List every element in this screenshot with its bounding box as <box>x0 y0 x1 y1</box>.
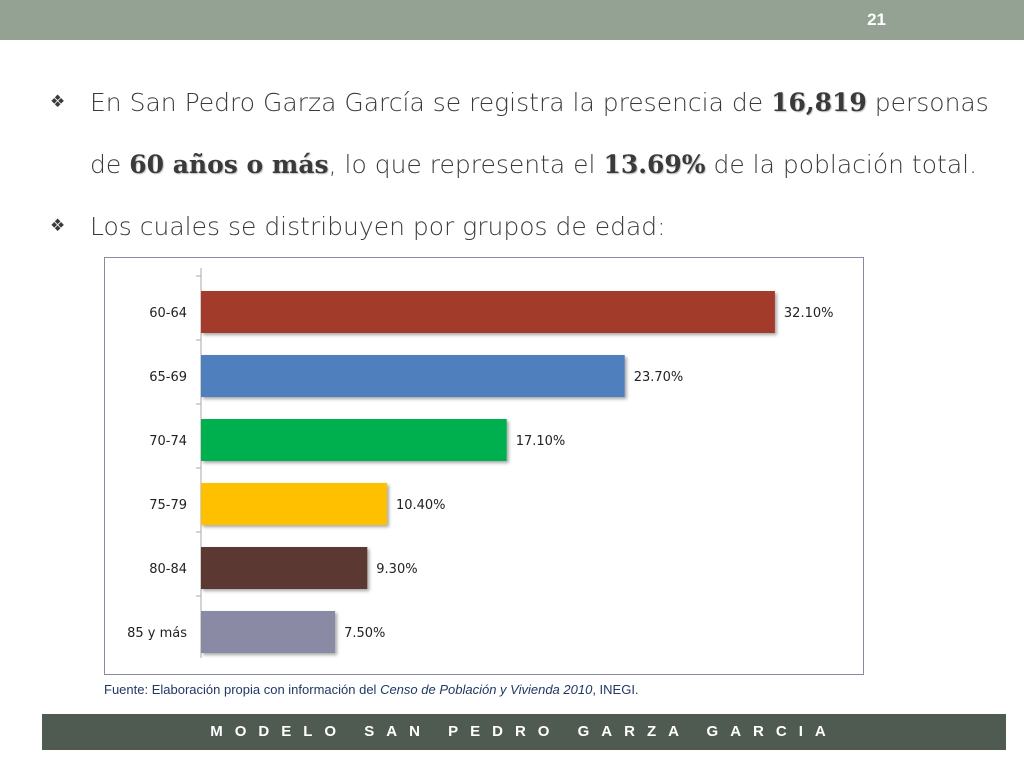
bullet-1-text-e: de la población total. <box>705 150 978 179</box>
bullet-1-text-a: En San Pedro Garza García se registra la… <box>90 88 772 117</box>
bullet-1-line-2: de 60 años o más, lo que representa el 1… <box>90 150 977 179</box>
bullet-1-text-d: , lo que representa el <box>328 150 604 179</box>
diamond-bullet-icon: ❖ <box>50 216 66 236</box>
source-prefix: Fuente: Elaboración propia con informaci… <box>104 682 381 697</box>
category-label: 85 y más <box>127 626 187 641</box>
top-bar: 21 <box>0 0 1024 40</box>
value-label: 10.40% <box>396 498 446 513</box>
source-suffix: , INEGI. <box>592 682 639 697</box>
category-label: 80-84 <box>149 562 187 577</box>
value-label: 32.10% <box>784 306 834 321</box>
age-group-chart: 60-64 32.10% 65-69 23.70% 70-74 17.10% 75-79 10… <box>104 257 864 675</box>
bar-65-69 <box>201 355 625 397</box>
bullet-1-count: 16,819 <box>771 88 867 117</box>
source-title: Censo de Población y Vivienda 2010 <box>380 682 593 697</box>
bar-chart-svg: 60-64 32.10% 65-69 23.70% 70-74 17.10% 75-79 10… <box>127 268 834 658</box>
category-label: 65-69 <box>149 370 187 385</box>
bar-60-64 <box>201 291 775 333</box>
category-label: 60-64 <box>149 306 187 321</box>
value-label: 17.10% <box>516 434 566 449</box>
bar-75-79 <box>201 483 387 525</box>
bar-80-84 <box>201 547 368 589</box>
bar-70-74 <box>201 419 507 461</box>
value-label: 23.70% <box>634 370 684 385</box>
bar-85-y-más <box>201 611 336 653</box>
diamond-bullet-icon: ❖ <box>50 92 66 112</box>
footer-bar: MODELO SAN PEDRO GARZA GARCIA <box>42 714 1006 750</box>
bullet-1-age-group: 60 años o más <box>129 150 329 179</box>
bullet-1-percent: 13.69% <box>603 150 706 179</box>
category-label: 75-79 <box>149 498 187 513</box>
slide-number: 21 <box>867 10 886 29</box>
bullet-1-line-1: En San Pedro Garza García se registra la… <box>90 88 989 117</box>
value-label: 7.50% <box>344 626 385 641</box>
bullet-1-text-b: personas <box>866 88 989 117</box>
footer-text: MODELO SAN PEDRO GARZA GARCIA <box>210 723 838 740</box>
bullet-1-text-c: de <box>90 150 130 179</box>
value-label: 9.30% <box>376 562 417 577</box>
category-label: 70-74 <box>149 434 187 449</box>
source-note: Fuente: Elaboración propia con informaci… <box>104 682 639 697</box>
bullet-2-text: Los cuales se distribuyen por grupos de … <box>90 212 666 241</box>
